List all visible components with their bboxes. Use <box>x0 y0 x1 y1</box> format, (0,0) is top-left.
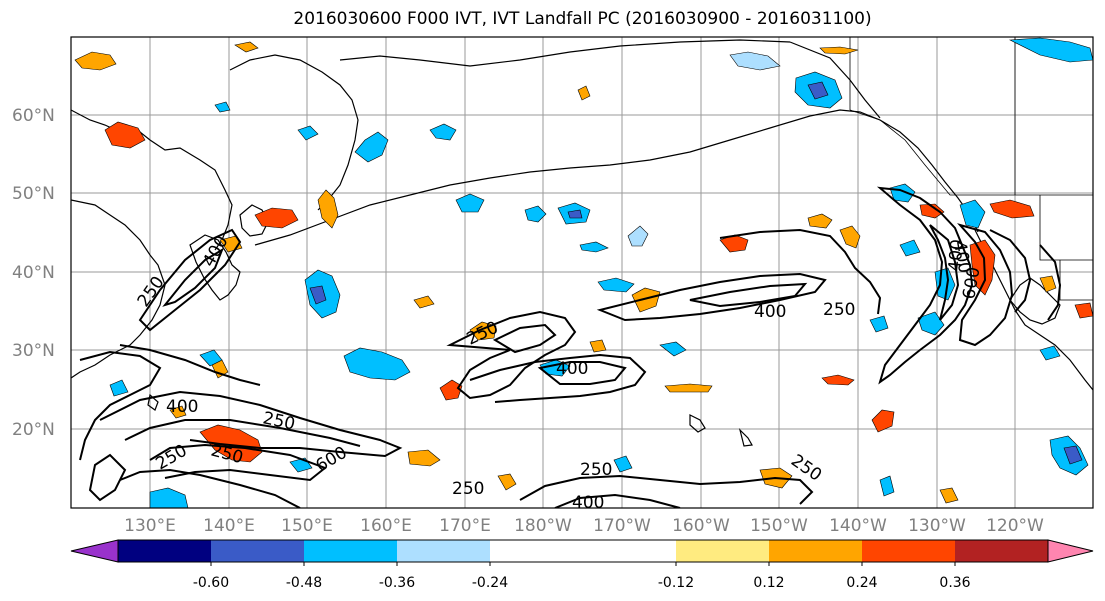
contour-labels: 400 250 250 400 250 400 250 400 250 250 … <box>134 232 985 513</box>
colorbar-cell <box>769 540 863 562</box>
lon-label: 180°W <box>514 516 572 536</box>
contour-label: 400 <box>166 397 198 417</box>
colorbar-tick-label: -0.36 <box>379 575 415 591</box>
colorbar: -0.60 -0.48 -0.36 -0.24 -0.12 0.12 0.24 0.36 <box>70 539 1094 591</box>
colorbar-extend-min <box>70 539 119 563</box>
colorbar-tick-label: -0.48 <box>286 575 322 591</box>
lon-label: 140°E <box>203 516 255 536</box>
lon-label: 140°W <box>829 516 887 536</box>
graticule <box>71 37 1093 508</box>
colorbar-cell <box>118 540 212 562</box>
colorbar-cell <box>397 540 491 562</box>
lat-label: 30°N <box>12 341 55 361</box>
colorbar-tick-label: 0.24 <box>846 575 877 591</box>
contour-label: 400 <box>754 302 786 322</box>
colorbar-tick-label: 0.36 <box>939 575 970 591</box>
contour-label: 400 <box>572 493 604 513</box>
colorbar-cell <box>304 540 398 562</box>
ivt-contours <box>79 186 1062 508</box>
contour-label: 250 <box>823 300 855 320</box>
lon-label: 160°E <box>360 516 412 536</box>
lat-label: 40°N <box>12 263 55 283</box>
lon-label: 120°W <box>986 516 1044 536</box>
colorbar-cell <box>583 540 677 562</box>
colorbar-cell <box>676 540 770 562</box>
colorbar-cell <box>211 540 305 562</box>
lon-label: 170°E <box>439 516 491 536</box>
lon-label: 160°W <box>672 516 730 536</box>
colorbar-cell <box>490 540 584 562</box>
colorbar-cell <box>955 540 1049 562</box>
lon-label: 150°W <box>750 516 808 536</box>
political-borders <box>849 37 1093 301</box>
latitude-labels: 60°N 50°N 40°N 30°N 20°N <box>12 106 55 440</box>
contour-label: 400 <box>945 238 968 272</box>
colorbar-tick-label: -0.24 <box>472 575 508 591</box>
lon-label: 170°W <box>593 516 651 536</box>
colorbar-cells <box>118 540 1049 562</box>
lon-label: 130°E <box>124 516 176 536</box>
contour-label: 400 <box>556 359 588 379</box>
lat-label: 20°N <box>12 420 55 440</box>
colorbar-ticks: -0.60 -0.48 -0.36 -0.24 -0.12 0.12 0.24 0.36 <box>193 562 971 591</box>
map-title: 2016030600 F000 IVT, IVT Landfall PC (20… <box>293 9 872 29</box>
lat-label: 60°N <box>12 106 55 126</box>
contour-label: 250 <box>452 479 484 499</box>
colorbar-tick-label: -0.12 <box>658 575 694 591</box>
colorbar-tick-label: 0.12 <box>753 575 784 591</box>
longitude-labels: 130°E 140°E 150°E 160°E 170°E 180°W 170°… <box>124 516 1044 536</box>
map-content: 400 250 250 400 250 400 250 400 250 250 … <box>71 37 1093 513</box>
lat-label: 50°N <box>12 184 55 204</box>
contour-label: 250 <box>580 460 612 480</box>
colorbar-extend-max <box>1047 539 1094 563</box>
colorbar-cell <box>862 540 956 562</box>
colorbar-tick-label: -0.60 <box>193 575 229 591</box>
colorbar-outline <box>117 539 1049 563</box>
map-frame <box>70 36 1094 509</box>
lon-label: 150°E <box>281 516 333 536</box>
lon-label: 130°W <box>908 516 966 536</box>
